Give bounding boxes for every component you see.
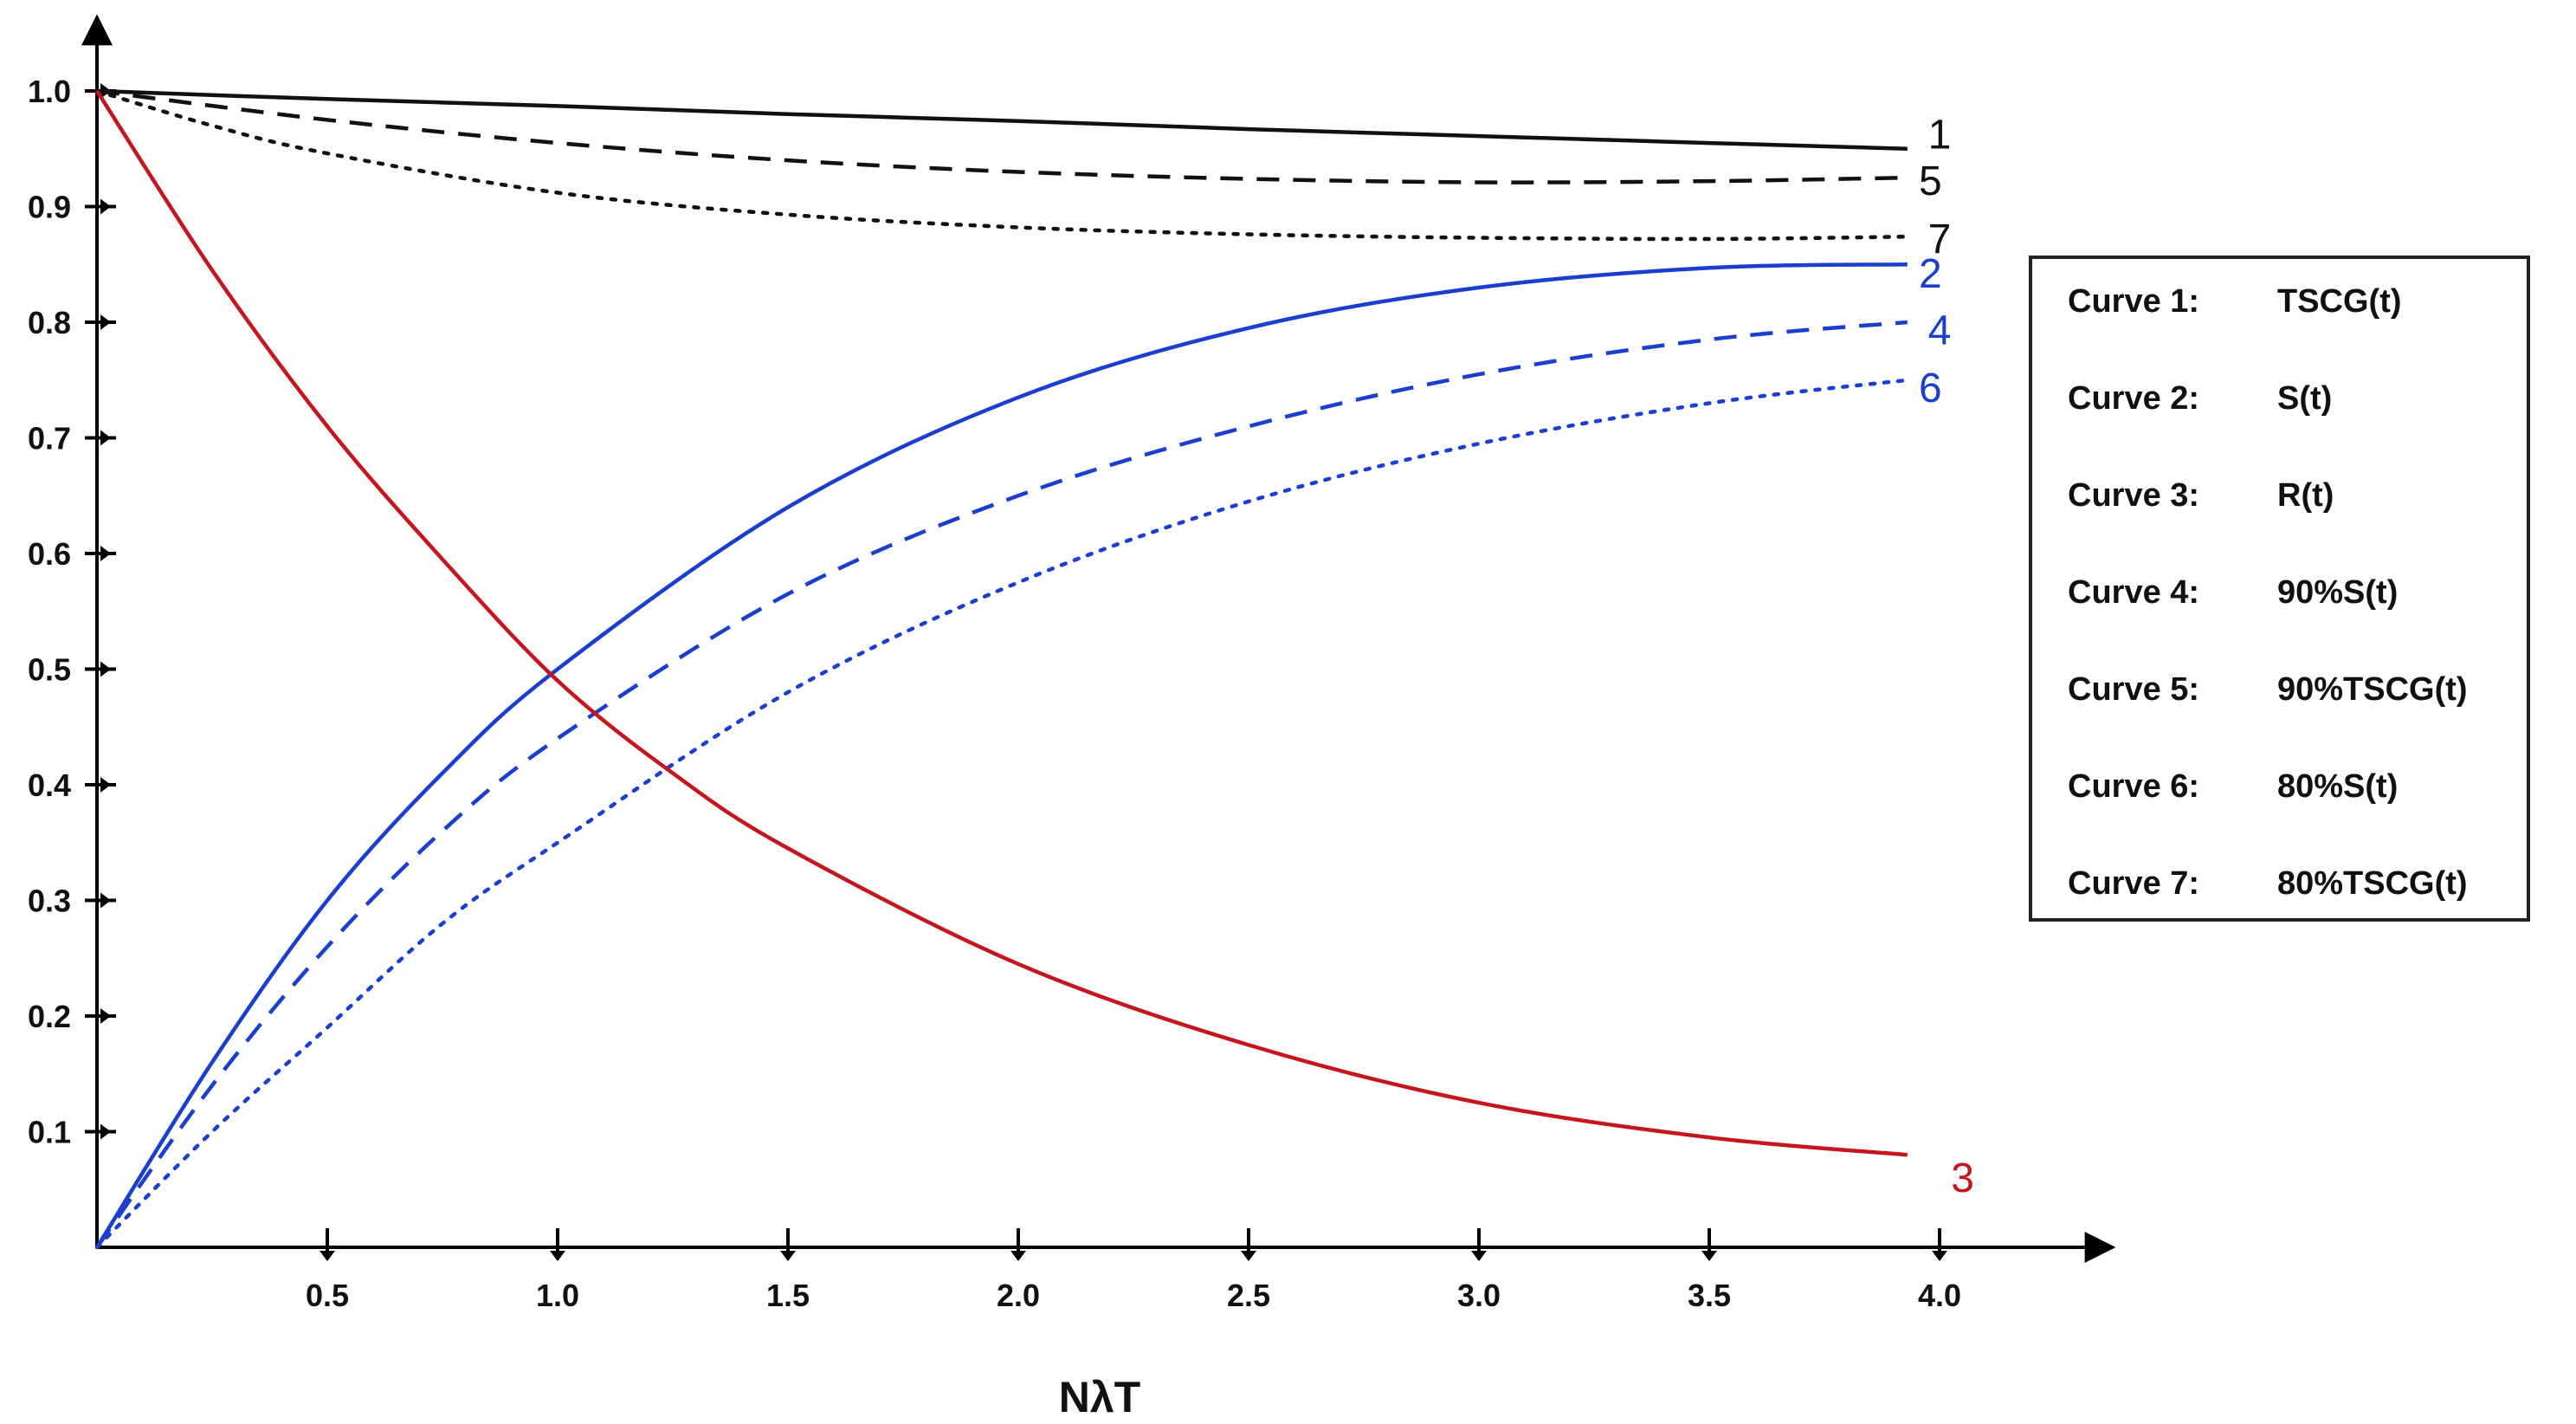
x-tick-arrow <box>1471 1251 1487 1261</box>
x-tick: 3.5 <box>1688 1228 1731 1313</box>
legend-item: Curve 4: 90%S(t) <box>2068 574 2398 611</box>
x-tick-label: 2.5 <box>1227 1278 1270 1313</box>
y-tick: 0.5 <box>28 652 116 688</box>
x-ticks: 0.5 1.0 1.5 2.0 2.5 3.0 3.5 4.0 <box>306 1228 1961 1313</box>
x-tick: 1.0 <box>536 1228 579 1313</box>
legend-curve-label: Curve 7: <box>2068 865 2199 902</box>
y-ticks: 0.1 0.2 0.3 0.4 0.5 0.6 0.7 0.8 0.9 1.0 <box>28 74 116 1150</box>
legend-series-name: 80%TSCG(t) <box>2277 865 2468 902</box>
y-tick-label: 1.0 <box>28 74 71 109</box>
series-line-curve-1 <box>96 88 1908 152</box>
legend-item: Curve 7: 80%TSCG(t) <box>2068 865 2468 902</box>
y-tick: 0.9 <box>28 190 116 225</box>
x-tick-label: 3.0 <box>1457 1278 1501 1313</box>
legend-item: Curve 5: 90%TSCG(t) <box>2068 671 2468 708</box>
series-line-curve-5 <box>96 88 1908 184</box>
x-tick-label: 0.5 <box>306 1278 349 1313</box>
x-tick: 4.0 <box>1918 1228 1961 1313</box>
legend-curve-label: Curve 6: <box>2068 768 2199 805</box>
series-label-curve-1: 1 <box>1928 113 1952 159</box>
legend-series-name: 90%TSCG(t) <box>2277 671 2468 708</box>
series-layer <box>94 88 1910 1250</box>
y-tick-label: 0.5 <box>28 652 71 688</box>
series-line-curve-6 <box>94 378 1910 1250</box>
y-tick-label: 0.7 <box>28 421 71 456</box>
legend-series-name: S(t) <box>2277 380 2332 417</box>
legend-curve-label: Curve 3: <box>2068 477 2199 514</box>
x-tick-label: 2.0 <box>997 1278 1040 1313</box>
legend: Curve 1: TSCG(t)Curve 2: S(t)Curve 3: R(t)C… <box>2029 256 2530 922</box>
y-tick-arrow <box>100 198 111 215</box>
legend-series-name: R(t) <box>2277 477 2334 514</box>
y-tick-label: 0.2 <box>28 999 71 1034</box>
series-line-curve-7 <box>94 88 1910 242</box>
y-tick: 0.4 <box>28 767 116 803</box>
x-tick-label: 1.5 <box>766 1278 810 1313</box>
y-tick-label: 0.1 <box>28 1115 71 1150</box>
legend-item: Curve 3: R(t) <box>2068 477 2334 514</box>
y-tick: 0.3 <box>28 884 116 919</box>
x-tick: 0.5 <box>306 1228 349 1313</box>
x-tick: 1.5 <box>766 1228 810 1313</box>
series-line-curve-2 <box>95 262 1908 1249</box>
y-tick-arrow <box>100 892 111 909</box>
x-tick-arrow <box>780 1251 796 1261</box>
y-tick-label: 0.4 <box>28 767 71 803</box>
x-tick-arrow <box>1241 1251 1256 1261</box>
x-axis-label: NλT <box>1059 1373 1140 1421</box>
series-labels: 15 72 4 6 3 <box>1919 113 1974 1201</box>
x-tick: 2.0 <box>997 1228 1040 1313</box>
x-tick-arrow <box>1010 1251 1026 1261</box>
legend-curve-label: Curve 5: <box>2068 671 2199 708</box>
y-tick-label: 0.8 <box>28 305 71 340</box>
y-tick-arrow <box>100 430 111 446</box>
y-tick: 0.2 <box>28 999 116 1034</box>
series-label-curve-7: 7 <box>1928 217 1952 262</box>
y-tick-label: 0.3 <box>28 884 71 919</box>
y-tick-label: 0.9 <box>28 190 71 225</box>
x-tick: 2.5 <box>1227 1228 1270 1313</box>
x-tick-label: 1.0 <box>536 1278 579 1313</box>
legend-item: Curve 1: TSCG(t) <box>2068 283 2402 320</box>
y-tick-arrow <box>100 661 111 677</box>
legend-curve-label: Curve 4: <box>2068 574 2199 611</box>
axes <box>81 14 2116 1263</box>
series-label-curve-2: 2 <box>1919 251 1942 297</box>
x-tick-arrow <box>320 1251 335 1261</box>
x-tick-label: 4.0 <box>1918 1278 1961 1313</box>
legend-curve-label: Curve 1: <box>2068 283 2199 320</box>
series-label-curve-5: 5 <box>1919 159 1942 204</box>
legend-rows: Curve 1: TSCG(t)Curve 2: S(t)Curve 3: R(t)C… <box>2068 283 2468 902</box>
series-line-curve-4 <box>95 320 1908 1249</box>
legend-series-name: TSCG(t) <box>2277 283 2402 320</box>
y-tick: 0.1 <box>28 1115 116 1150</box>
legend-series-name: 80%S(t) <box>2277 768 2398 805</box>
legend-item: Curve 2: S(t) <box>2068 380 2332 417</box>
y-tick-arrow <box>100 777 111 793</box>
legend-box <box>2029 256 2530 922</box>
x-tick-arrow <box>550 1251 565 1261</box>
legend-item: Curve 6: 80%S(t) <box>2068 768 2398 805</box>
legend-curve-label: Curve 2: <box>2068 380 2199 417</box>
series-label-curve-3: 3 <box>1951 1155 1974 1201</box>
y-tick: 0.8 <box>28 305 116 340</box>
y-tick-arrow <box>100 1123 111 1140</box>
x-tick-arrow <box>1701 1251 1717 1261</box>
x-tick-label: 3.5 <box>1688 1278 1731 1313</box>
y-tick-arrow <box>100 546 111 561</box>
y-tick: 0.6 <box>28 536 116 572</box>
series-label-curve-6: 6 <box>1919 366 1942 411</box>
y-tick: 0.7 <box>28 421 116 456</box>
legend-series-name: 90%S(t) <box>2277 574 2398 611</box>
series-label-curve-4: 4 <box>1928 307 1952 353</box>
series-line-curve-3 <box>95 89 1908 1157</box>
y-tick-arrow <box>100 314 111 330</box>
x-tick: 3.0 <box>1457 1228 1501 1313</box>
y-tick-label: 0.6 <box>28 536 71 572</box>
y-tick-arrow <box>100 1008 111 1024</box>
x-tick-arrow <box>1932 1251 1947 1261</box>
